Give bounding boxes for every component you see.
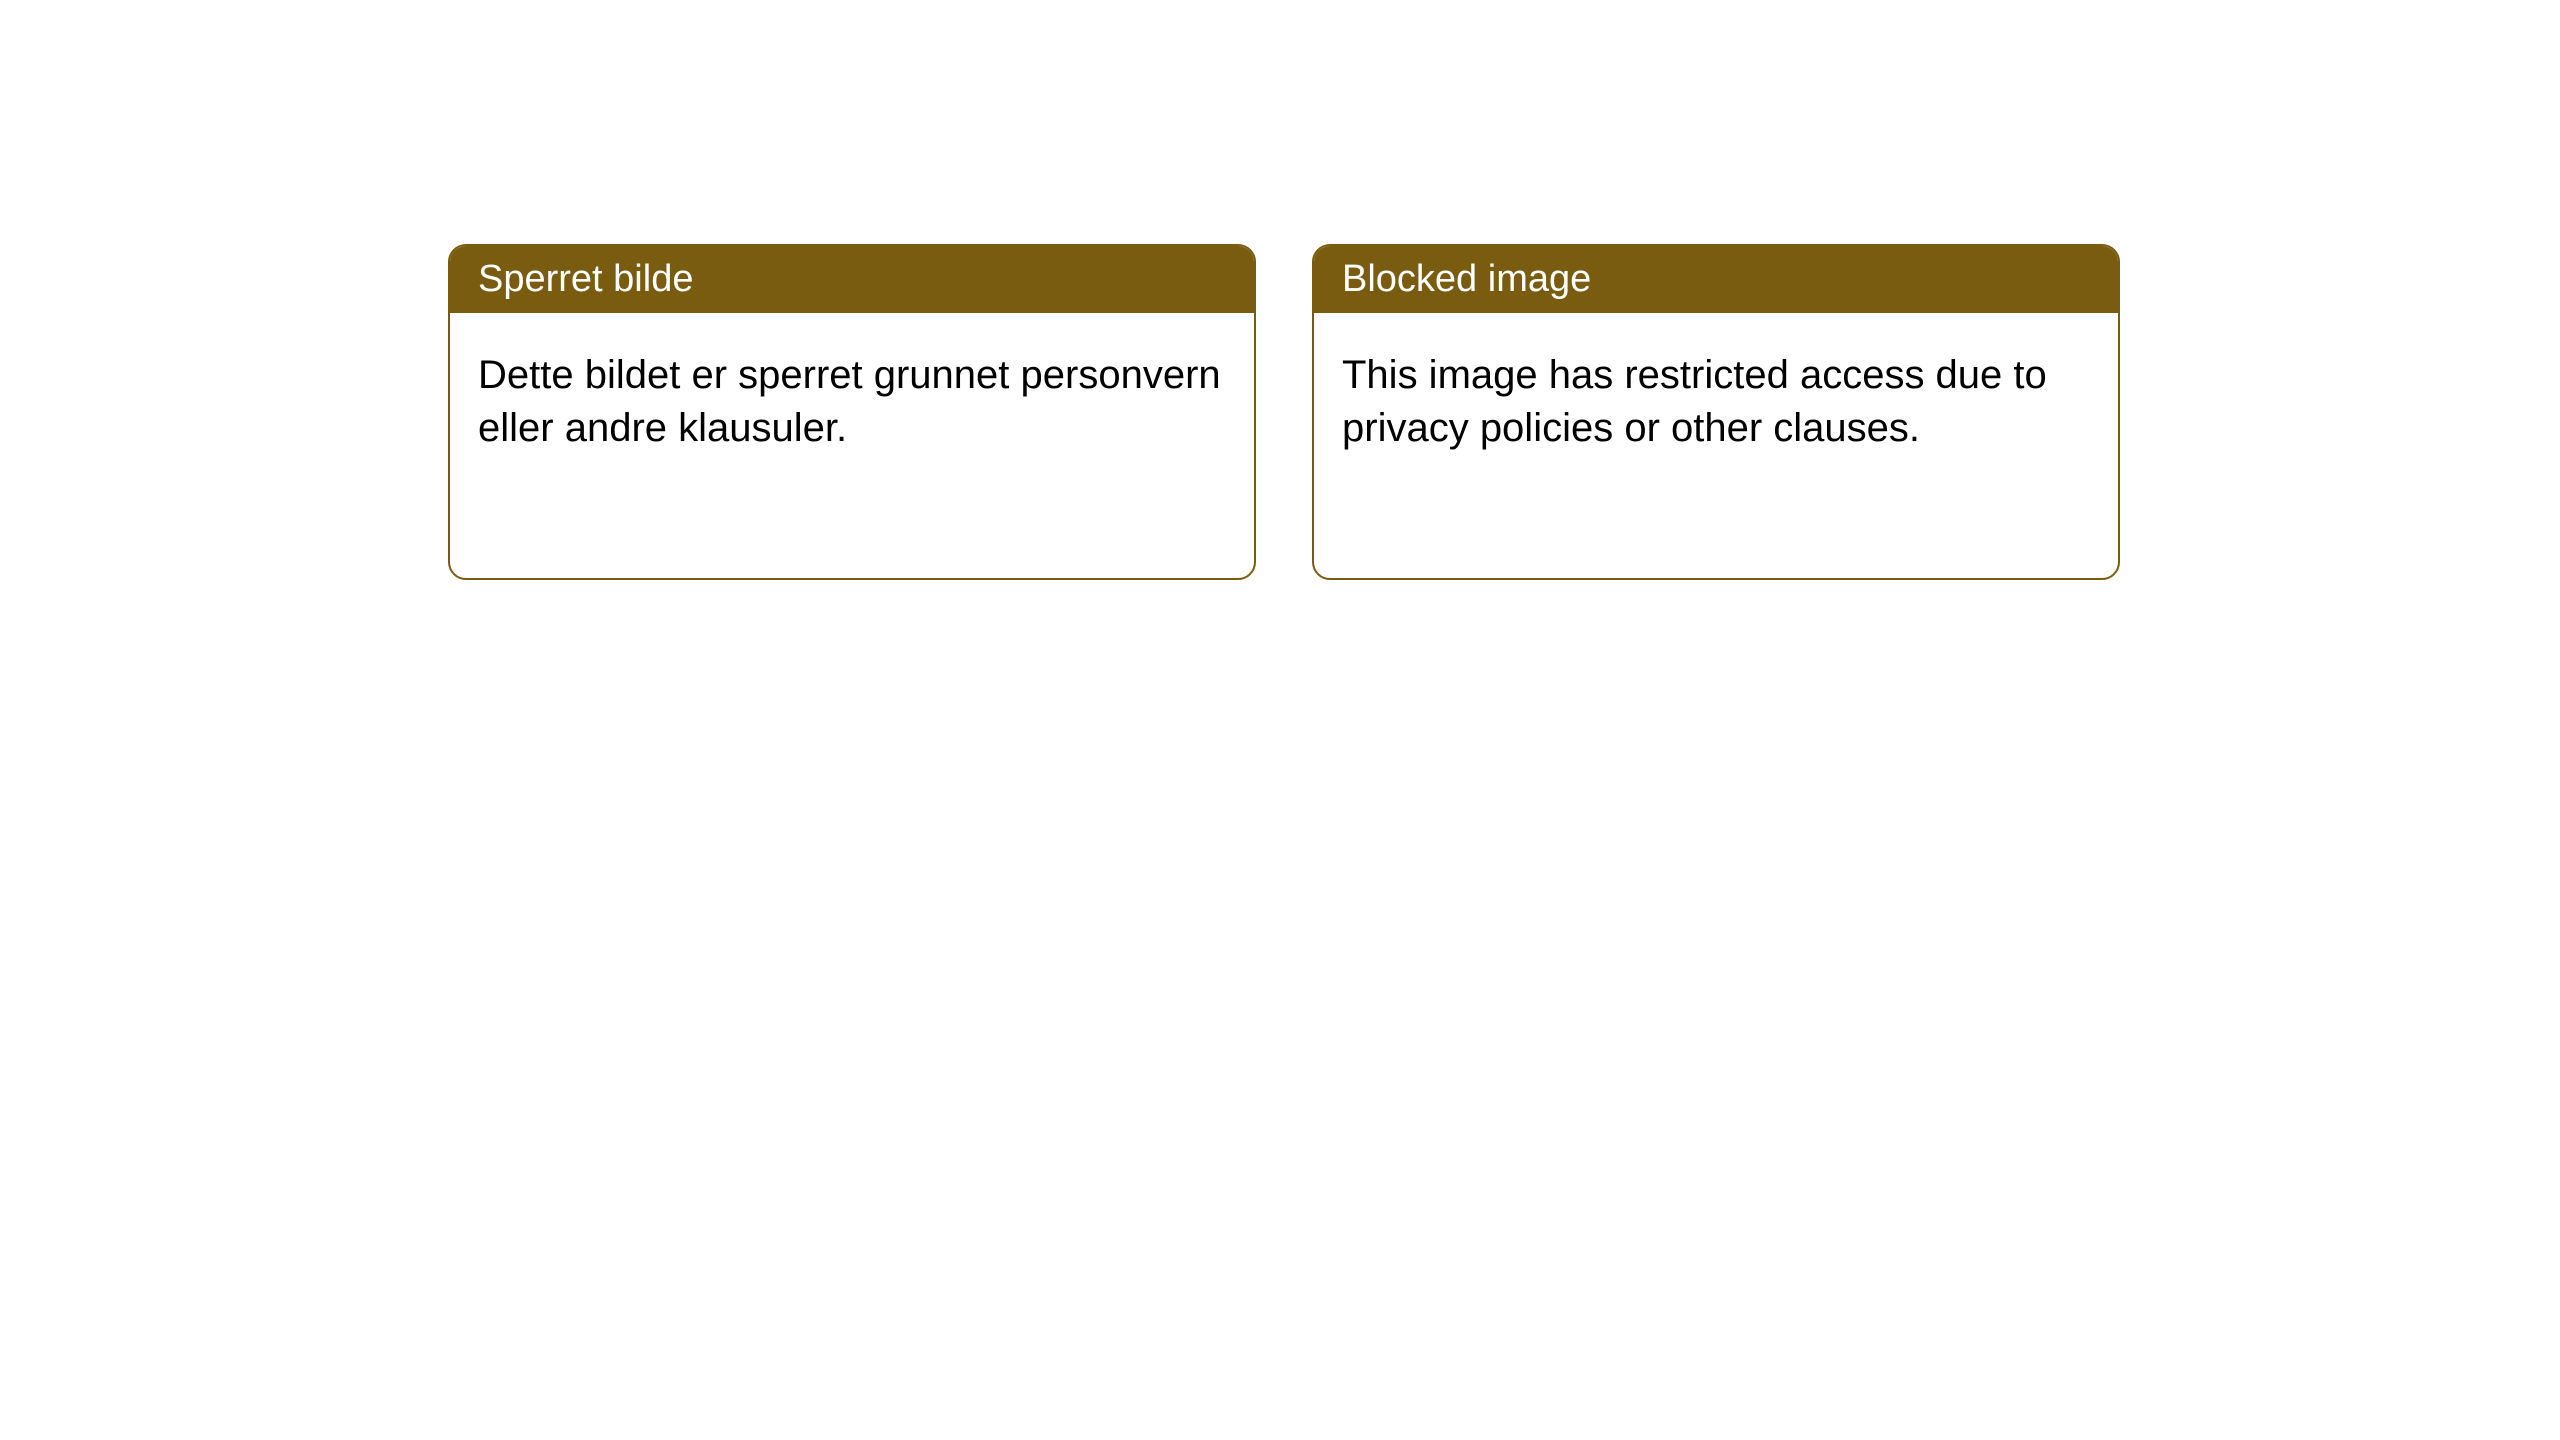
card-header-en: Blocked image (1314, 246, 2118, 313)
card-body-no: Dette bildet er sperret grunnet personve… (450, 313, 1254, 491)
cards-container: Sperret bilde Dette bildet er sperret gr… (0, 0, 2560, 580)
card-body-en: This image has restricted access due to … (1314, 313, 2118, 491)
card-header-no: Sperret bilde (450, 246, 1254, 313)
card-blocked-no: Sperret bilde Dette bildet er sperret gr… (448, 244, 1256, 580)
card-blocked-en: Blocked image This image has restricted … (1312, 244, 2120, 580)
